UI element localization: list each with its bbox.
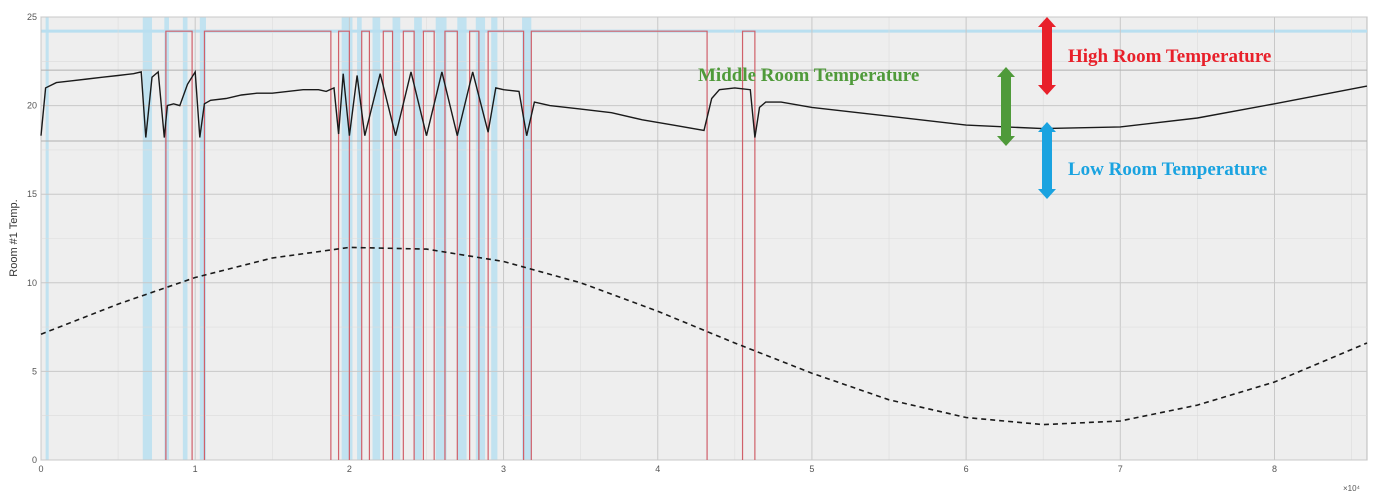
annotation-label: Middle Room Temperature (698, 65, 919, 86)
arrow-shaft (1042, 27, 1052, 85)
high-mode-interval (469, 30, 480, 460)
y-tick-label: 25 (27, 12, 37, 22)
x-tick-label: 3 (501, 464, 506, 474)
x-axis-multiplier: ×10⁴ (1343, 484, 1361, 493)
y-tick-label: 20 (27, 101, 37, 111)
x-tick-label: 2 (347, 464, 352, 474)
high-mode-interval (444, 30, 458, 460)
x-tick-label: 8 (1272, 464, 1277, 474)
high-mode-interval (203, 30, 332, 460)
arrow-shaft (1042, 132, 1052, 189)
high-mode-interval (402, 30, 415, 460)
arrow-head-up (997, 67, 1015, 77)
annotation-label: High Room Temperature (1068, 46, 1271, 67)
x-tick-label: 6 (964, 464, 969, 474)
high-mode-interval (165, 30, 193, 460)
high-mode-interval (337, 30, 350, 460)
x-tick-label: 0 (38, 464, 43, 474)
high-mode-interval (741, 30, 756, 460)
arrow-head-down (1038, 85, 1056, 95)
x-tick-label: 1 (193, 464, 198, 474)
arrow-head-down (997, 136, 1015, 146)
y-tick-label: 15 (27, 189, 37, 199)
x-tick-label: 4 (655, 464, 660, 474)
arrow-head-up (1038, 122, 1056, 132)
high-mode-interval (361, 30, 371, 460)
room-temperature-line (40, 69, 1368, 138)
y-axis-label: Room #1 Temp. (8, 199, 20, 276)
high-mode-interval (382, 30, 394, 460)
arrow-head-down (1038, 189, 1056, 199)
high-mode-interval (487, 30, 525, 460)
x-tick-label: 5 (809, 464, 814, 474)
high-mode-interval (530, 30, 708, 460)
y-tick-label: 10 (27, 278, 37, 288)
high-mode-interval (422, 30, 435, 460)
x-tick-label: 7 (1118, 464, 1123, 474)
y-tick-label: 0 (32, 455, 37, 465)
y-tick-label: 5 (32, 366, 37, 376)
annotation-label: Low Room Temperature (1068, 159, 1267, 180)
arrow-head-up (1038, 17, 1056, 27)
arrow-shaft (1001, 77, 1011, 136)
